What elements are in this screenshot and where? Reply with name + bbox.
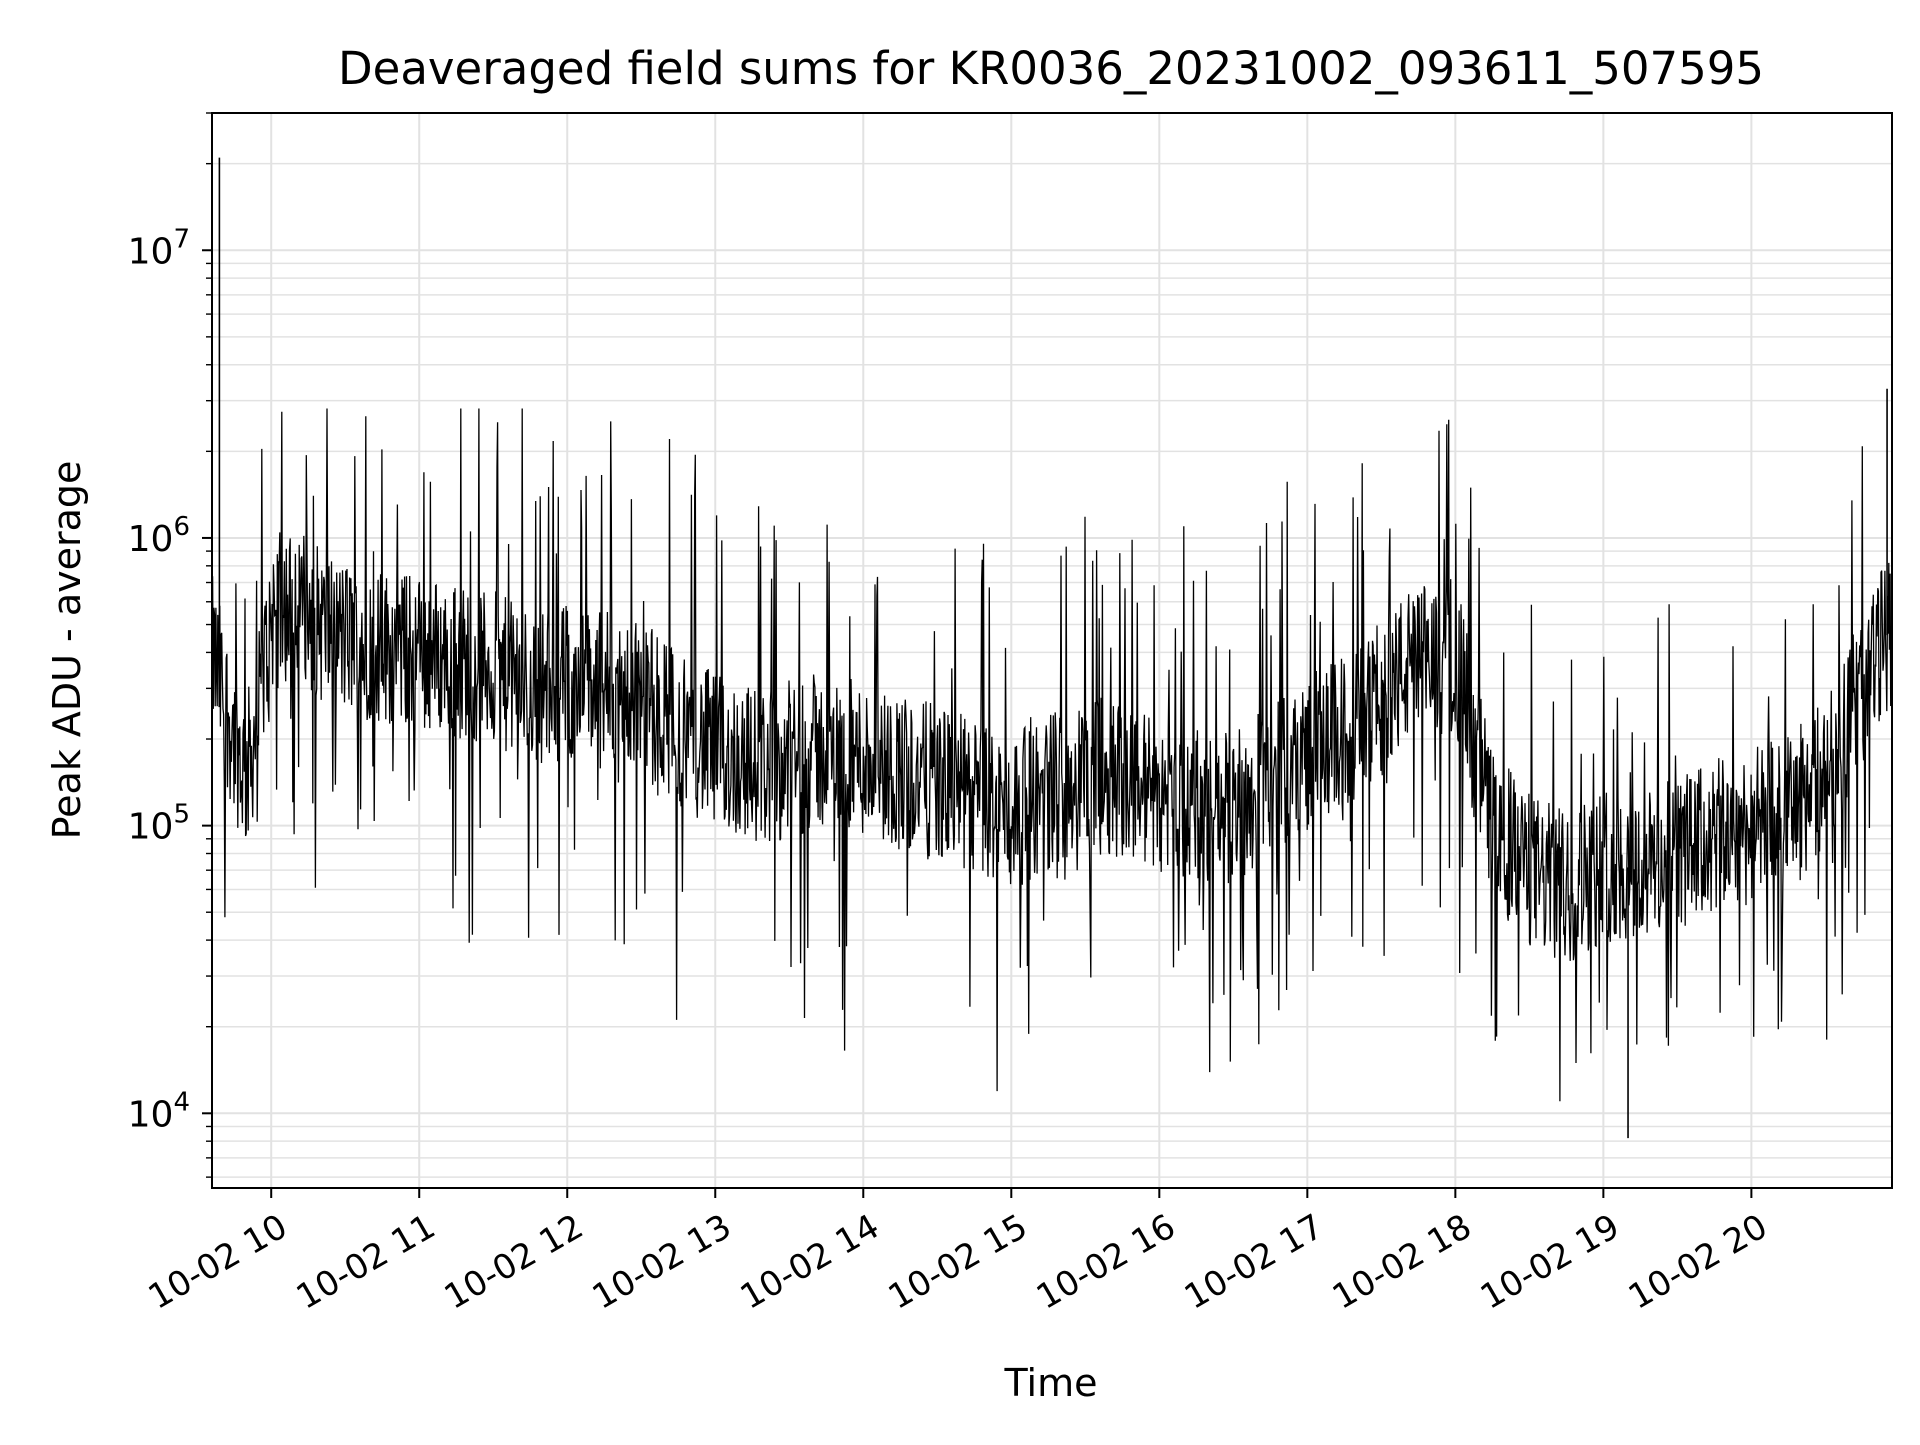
data-layer [211, 157, 1893, 1139]
x-tick-label: 10-02 10 [142, 1207, 294, 1318]
y-tick-label: 105 [128, 800, 190, 848]
x-tick-label: 10-02 14 [734, 1207, 886, 1318]
x-tick-label: 10-02 12 [438, 1207, 590, 1318]
chart-title: Deaveraged field sums for KR0036_2023100… [338, 42, 1764, 95]
x-axis-label: Time [1004, 1361, 1098, 1405]
x-tick-label: 10-02 18 [1326, 1207, 1478, 1318]
y-tick-label: 107 [128, 224, 190, 272]
x-tick-label: 10-02 11 [290, 1207, 442, 1318]
x-tick-label: 10-02 13 [586, 1207, 738, 1318]
x-tick-label: 10-02 15 [882, 1207, 1034, 1318]
x-tick-label: 10-02 20 [1622, 1207, 1774, 1318]
y-axis-label: Peak ADU - average [45, 461, 89, 840]
x-tick-label: 10-02 19 [1474, 1207, 1626, 1318]
plot-frame [211, 112, 1893, 1189]
tick-layer [202, 112, 1753, 1198]
x-tick-label: 10-02 16 [1030, 1207, 1182, 1318]
y-tick-label: 106 [128, 512, 190, 560]
x-tick-label: 10-02 17 [1178, 1207, 1330, 1318]
data-series-line [211, 408, 1893, 1102]
y-tick-label: 104 [128, 1087, 190, 1135]
